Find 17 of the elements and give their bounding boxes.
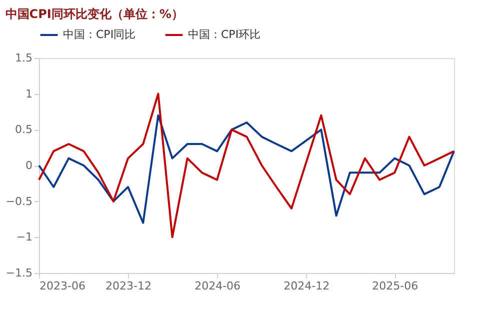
y-tick-label: 1 [26,87,32,100]
x-tick-label: 2025-06 [372,280,418,292]
y-tick-label: −1 [16,230,32,244]
y-tick-label: −1.5 [6,266,32,280]
y-tick-label: 0 [26,159,32,172]
chart-title: 中国CPI同环比变化（单位：%） [5,7,184,21]
legend-label: 中国：CPI环比 [188,28,261,41]
x-tick-label: 2024-06 [194,280,241,292]
x-tick-label: 2024-12 [284,280,330,292]
line-series [38,114,455,224]
x-tick-label: 2023-06 [40,280,86,292]
x-tick-label: 2023-12 [106,280,152,292]
y-tick-label: 1.5 [15,52,32,64]
y-tick-label: −0.5 [6,194,32,208]
y-tick-label: 0.5 [15,123,32,136]
legend-label: 中国：CPI同比 [63,28,136,41]
line-series [38,92,455,238]
